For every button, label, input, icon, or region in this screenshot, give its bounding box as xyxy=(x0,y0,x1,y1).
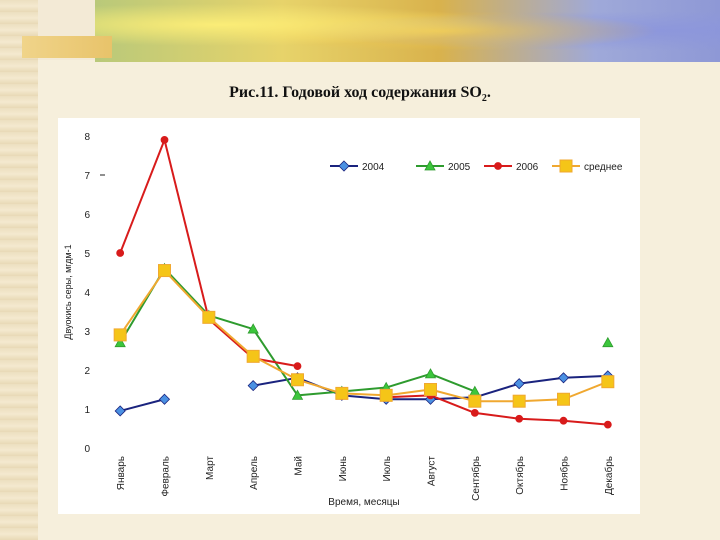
y-tick-label: 0 xyxy=(84,444,90,455)
series-среднее-segment xyxy=(119,269,166,336)
legend-2006-label: 2006 xyxy=(516,162,539,173)
series-среднее-segment xyxy=(297,378,343,395)
series-2005-point xyxy=(247,323,259,334)
series-2006-point xyxy=(515,414,524,423)
series-2004-point xyxy=(557,372,570,384)
paper-texture-left xyxy=(0,0,38,540)
series-среднее-point xyxy=(379,388,393,402)
series-2004-point xyxy=(513,378,525,390)
series-2005-segment xyxy=(208,314,254,331)
series-среднее-point xyxy=(158,264,171,278)
series-2004-segment xyxy=(119,398,165,412)
series-среднее-point xyxy=(113,328,127,342)
y-tick-label: 7 xyxy=(84,171,90,182)
x-tick-label: Январь xyxy=(116,456,127,490)
x-tick-label: Май xyxy=(294,456,305,476)
x-tick-label: Март xyxy=(205,456,216,480)
legend-2005-label: 2005 xyxy=(448,162,471,173)
x-tick-label: Ноябрь xyxy=(559,456,571,491)
x-tick-label: Апрель xyxy=(249,456,260,490)
series-2004-segment xyxy=(341,394,387,401)
series-среднее-point xyxy=(335,386,349,400)
x-tick-label: Декабрь xyxy=(603,456,615,495)
chart-area: 0 1 2 3 4 5 6 7 8 Двуокись серы, мгдм-1 Январь Февр… xyxy=(58,118,640,514)
page-title: Рис.11. Годовой ход содержания SO2. xyxy=(229,84,491,105)
series-2004-segment xyxy=(519,376,564,385)
series-2004-point xyxy=(158,393,171,405)
series-2006-segment xyxy=(519,417,564,422)
series-2006-point xyxy=(603,420,612,429)
series-среднее-segment xyxy=(208,316,254,358)
x-tick-label: Октябрь xyxy=(514,456,526,495)
x-axis-label: Время, месяцы xyxy=(328,497,399,508)
series-среднее-segment xyxy=(563,380,609,401)
legend-2004-label: 2004 xyxy=(362,162,385,173)
series-2004-segment xyxy=(474,382,520,399)
series-2006-segment xyxy=(386,394,431,399)
series-2006-point xyxy=(160,135,169,144)
series-среднее-segment xyxy=(252,355,298,381)
y-tick-label: 2 xyxy=(84,366,90,377)
series-2005-segment xyxy=(430,372,476,393)
x-tick-label: Сентябрь xyxy=(470,456,482,501)
series-среднее-point xyxy=(601,375,615,389)
series-среднее-point xyxy=(246,349,260,363)
decorative-banner-left xyxy=(22,36,112,58)
line-chart: 0 1 2 3 4 5 6 7 8 Двуокись серы, мгдм-1 Январь Февр… xyxy=(63,132,630,508)
series-среднее-point xyxy=(512,394,526,408)
series-2006-point xyxy=(116,249,125,257)
y-tick-label: 6 xyxy=(84,210,90,221)
x-tick-label: Июнь xyxy=(338,456,349,481)
series-среднее-point xyxy=(202,310,216,324)
series-среднее-point xyxy=(468,394,482,408)
series-2005-point xyxy=(291,389,304,400)
x-tick-label: Август xyxy=(427,456,438,487)
series-2005-segment xyxy=(341,386,387,393)
series-2006-segment xyxy=(563,419,608,426)
series-2005-point xyxy=(602,336,614,348)
series-2006-point xyxy=(559,416,568,425)
series-2006-point xyxy=(470,408,479,417)
series-2006-point xyxy=(293,362,302,371)
series-2006-segment xyxy=(430,394,476,414)
y-tick-label: 3 xyxy=(84,327,90,338)
series-2005-point xyxy=(114,336,126,348)
legend-2005-marker xyxy=(424,160,436,171)
x-tick-label: Февраль xyxy=(161,456,172,497)
series-2006-segment xyxy=(208,318,254,360)
series-среднее-segment xyxy=(341,392,387,397)
legend-2006-marker xyxy=(494,162,502,170)
y-tick-label: 5 xyxy=(84,249,90,260)
x-tick-label: Июль xyxy=(382,456,393,482)
series-2004-segment xyxy=(563,374,608,379)
y-tick-label: 1 xyxy=(84,405,90,416)
series-2005-segment xyxy=(385,372,431,389)
decorative-banner xyxy=(95,0,720,62)
legend-2004-marker xyxy=(338,160,350,172)
series-2006-segment xyxy=(163,139,210,320)
series-среднее-point xyxy=(291,373,304,387)
series-среднее-point xyxy=(557,392,570,406)
y-axis-label: Двуокись серы, мгдм-1 xyxy=(63,244,73,339)
y-tick-label: 8 xyxy=(84,132,90,143)
series-среднее-point xyxy=(424,383,437,396)
series-2005-point xyxy=(424,368,437,379)
series-среднее-segment xyxy=(430,388,476,403)
series-среднее-segment xyxy=(519,398,564,403)
legend-среднее-label: среднее xyxy=(584,162,623,173)
series-2006-segment xyxy=(119,139,166,254)
legend-среднее-marker xyxy=(559,159,573,173)
series-среднее-segment xyxy=(386,388,431,397)
series-2005-segment xyxy=(163,267,210,317)
series-среднее-segment xyxy=(163,269,210,319)
y-tick-label: 4 xyxy=(84,288,90,299)
series-2004-point xyxy=(114,405,126,417)
series-2004-point xyxy=(247,380,259,392)
series-2006-segment xyxy=(474,411,520,420)
series-2004-segment xyxy=(252,376,298,387)
